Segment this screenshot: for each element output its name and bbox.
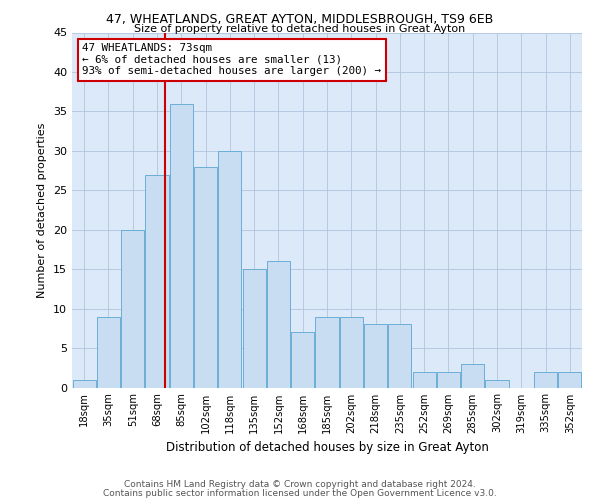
Bar (218, 151, 241, 388)
Bar (364, 324, 387, 388)
X-axis label: Distribution of detached houses by size in Great Ayton: Distribution of detached houses by size … (166, 441, 488, 454)
Text: Contains public sector information licensed under the Open Government Licence v3: Contains public sector information licen… (103, 488, 497, 498)
Bar (413, 372, 436, 388)
Bar (97, 316, 120, 388)
Bar (242, 269, 266, 388)
Bar (291, 332, 314, 388)
Bar (340, 316, 363, 388)
Text: 47 WHEATLANDS: 73sqm
← 6% of detached houses are smaller (13)
93% of semi-detach: 47 WHEATLANDS: 73sqm ← 6% of detached ho… (82, 43, 381, 76)
Bar (534, 372, 557, 388)
Bar (121, 230, 144, 388)
Bar (388, 324, 412, 388)
Bar (437, 372, 460, 388)
Y-axis label: Number of detached properties: Number of detached properties (37, 122, 47, 298)
Bar (194, 166, 217, 388)
Bar (316, 316, 338, 388)
Bar (267, 262, 290, 388)
Bar (73, 380, 95, 388)
Bar (461, 364, 484, 388)
Bar (145, 174, 169, 388)
Text: Size of property relative to detached houses in Great Ayton: Size of property relative to detached ho… (134, 24, 466, 34)
Bar (170, 104, 193, 388)
Text: Contains HM Land Registry data © Crown copyright and database right 2024.: Contains HM Land Registry data © Crown c… (124, 480, 476, 489)
Text: 47, WHEATLANDS, GREAT AYTON, MIDDLESBROUGH, TS9 6EB: 47, WHEATLANDS, GREAT AYTON, MIDDLESBROU… (106, 12, 494, 26)
Bar (485, 380, 509, 388)
Bar (559, 372, 581, 388)
